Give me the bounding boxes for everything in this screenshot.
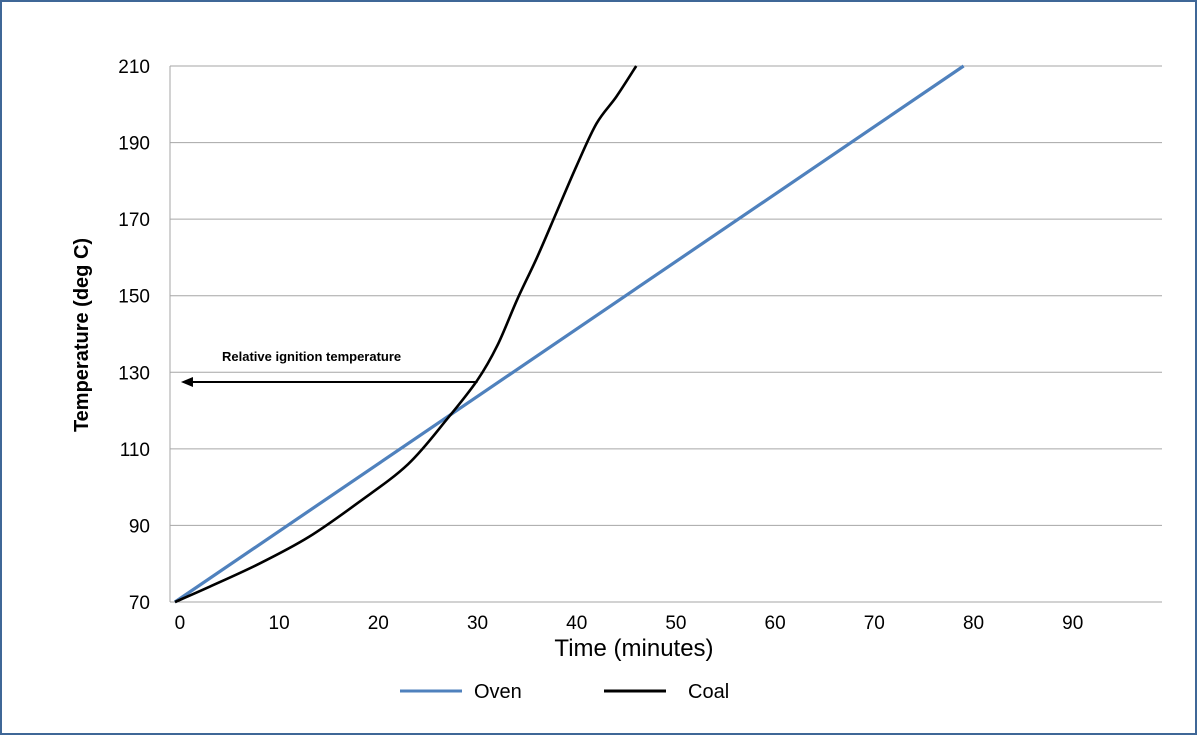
x-tick-label: 20	[368, 613, 389, 634]
series-line-oven	[174, 64, 965, 604]
x-tick-label: 50	[665, 613, 686, 634]
y-axis-title: Temperature (deg C)	[71, 238, 93, 432]
x-tick-label: 80	[963, 613, 984, 634]
x-tick-label: 90	[1062, 613, 1083, 634]
legend-label-coal: Coal	[688, 681, 729, 703]
x-tick-label: 0	[175, 613, 186, 634]
gridlines	[169, 65, 1162, 603]
legend: Oven Coal	[400, 681, 729, 703]
y-tick-label: 210	[118, 57, 150, 78]
x-tick-label: 70	[864, 613, 885, 634]
x-tick-label: 60	[765, 613, 786, 634]
y-tick-label: 190	[118, 134, 150, 155]
annotation-label: Relative ignition temperature	[222, 349, 401, 364]
x-tick-label: 40	[566, 613, 587, 634]
y-tick-label: 150	[118, 287, 150, 308]
ignition-annotation: Relative ignition temperature	[180, 349, 478, 387]
annotation-arrowhead	[180, 376, 193, 387]
x-tick-label: 30	[467, 613, 488, 634]
y-tick-label: 110	[120, 440, 150, 461]
y-tick-label: 90	[129, 516, 150, 537]
y-tick-label: 130	[118, 363, 150, 384]
series-lines	[174, 64, 965, 604]
x-axis-ticks: 0 10 20 30 40 50 60 70 80 90	[175, 613, 1084, 634]
x-tick-label: 10	[269, 613, 290, 634]
y-axis-ticks: 70 90 110 130 150 170 190 210	[118, 57, 150, 614]
legend-label-oven: Oven	[474, 681, 522, 703]
x-axis-title: Time (minutes)	[554, 635, 713, 662]
y-tick-label: 70	[129, 593, 150, 614]
y-tick-label: 170	[118, 210, 150, 231]
series-line-coal	[174, 65, 638, 604]
